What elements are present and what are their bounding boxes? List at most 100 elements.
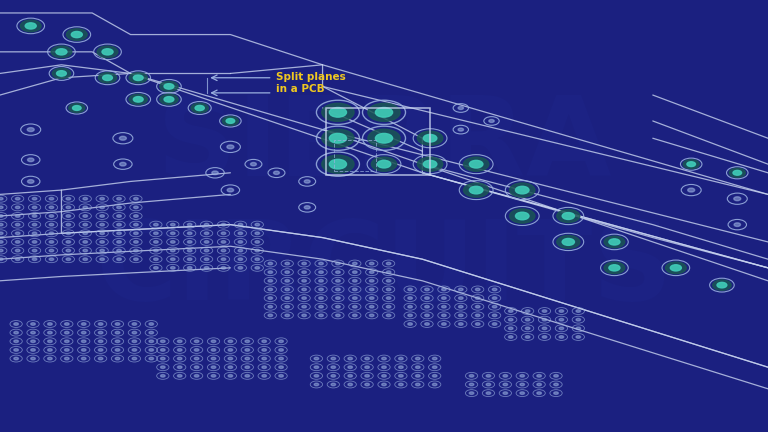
Text: Split planes
in a PCB: Split planes in a PCB [276,73,346,94]
Circle shape [170,241,175,243]
Circle shape [134,223,138,226]
Circle shape [161,349,165,351]
Circle shape [475,305,480,308]
Circle shape [463,157,488,172]
Circle shape [386,262,391,265]
Circle shape [97,46,118,57]
Circle shape [670,265,681,271]
Circle shape [57,71,66,76]
Circle shape [221,223,226,226]
Circle shape [177,357,182,360]
Circle shape [273,171,280,175]
Circle shape [399,383,403,386]
Circle shape [245,349,250,351]
Circle shape [194,366,199,368]
Circle shape [228,340,233,343]
Circle shape [134,75,143,80]
Circle shape [386,305,391,308]
Circle shape [559,327,564,330]
Circle shape [486,383,491,386]
Circle shape [353,271,357,273]
Circle shape [336,314,340,317]
Circle shape [177,366,182,368]
Circle shape [415,383,420,386]
Circle shape [386,314,391,317]
Circle shape [117,206,121,209]
Circle shape [115,349,120,351]
Circle shape [475,323,480,325]
Circle shape [515,186,529,194]
Circle shape [336,271,340,273]
Circle shape [304,180,310,183]
Circle shape [134,97,143,102]
Circle shape [368,103,400,121]
Circle shape [285,288,290,291]
Circle shape [458,305,463,308]
Circle shape [268,288,273,291]
Circle shape [469,375,474,377]
Circle shape [98,331,103,334]
Circle shape [713,280,731,290]
Circle shape [285,280,290,282]
Circle shape [52,68,71,79]
Circle shape [469,392,474,394]
Circle shape [255,232,260,235]
Circle shape [415,375,420,377]
Circle shape [32,223,37,226]
Circle shape [227,188,233,192]
Circle shape [554,383,558,386]
Circle shape [49,241,54,243]
Circle shape [458,297,463,299]
Circle shape [100,215,104,217]
Circle shape [386,280,391,282]
Circle shape [302,262,306,265]
Circle shape [542,336,547,338]
Circle shape [262,375,266,377]
Circle shape [187,241,192,243]
Circle shape [408,323,412,325]
Circle shape [285,305,290,308]
Circle shape [115,331,120,334]
Circle shape [329,108,346,117]
Circle shape [98,340,103,343]
Circle shape [221,249,226,252]
Circle shape [25,23,36,29]
Circle shape [302,280,306,282]
Circle shape [103,75,112,80]
Circle shape [66,206,71,209]
Circle shape [369,297,374,299]
Circle shape [576,318,581,321]
Circle shape [83,249,88,252]
Circle shape [14,331,18,334]
Circle shape [100,197,104,200]
Circle shape [32,258,37,260]
Circle shape [14,357,18,360]
Circle shape [245,357,250,360]
Circle shape [149,357,154,360]
Circle shape [81,331,86,334]
Circle shape [304,206,310,209]
Circle shape [149,340,154,343]
Circle shape [15,215,20,217]
Circle shape [81,323,86,325]
Circle shape [0,249,3,252]
Circle shape [386,297,391,299]
Circle shape [262,366,266,368]
Circle shape [83,241,88,243]
Circle shape [492,288,497,291]
Circle shape [49,197,54,200]
Circle shape [353,297,357,299]
Circle shape [525,318,530,321]
Circle shape [399,375,403,377]
Circle shape [418,157,442,172]
Circle shape [69,104,84,113]
Circle shape [319,262,323,265]
Circle shape [369,305,374,308]
Circle shape [27,127,35,132]
Circle shape [525,336,530,338]
Circle shape [154,232,158,235]
Circle shape [322,155,354,173]
Circle shape [415,366,420,368]
Circle shape [329,159,346,169]
Circle shape [382,383,386,386]
